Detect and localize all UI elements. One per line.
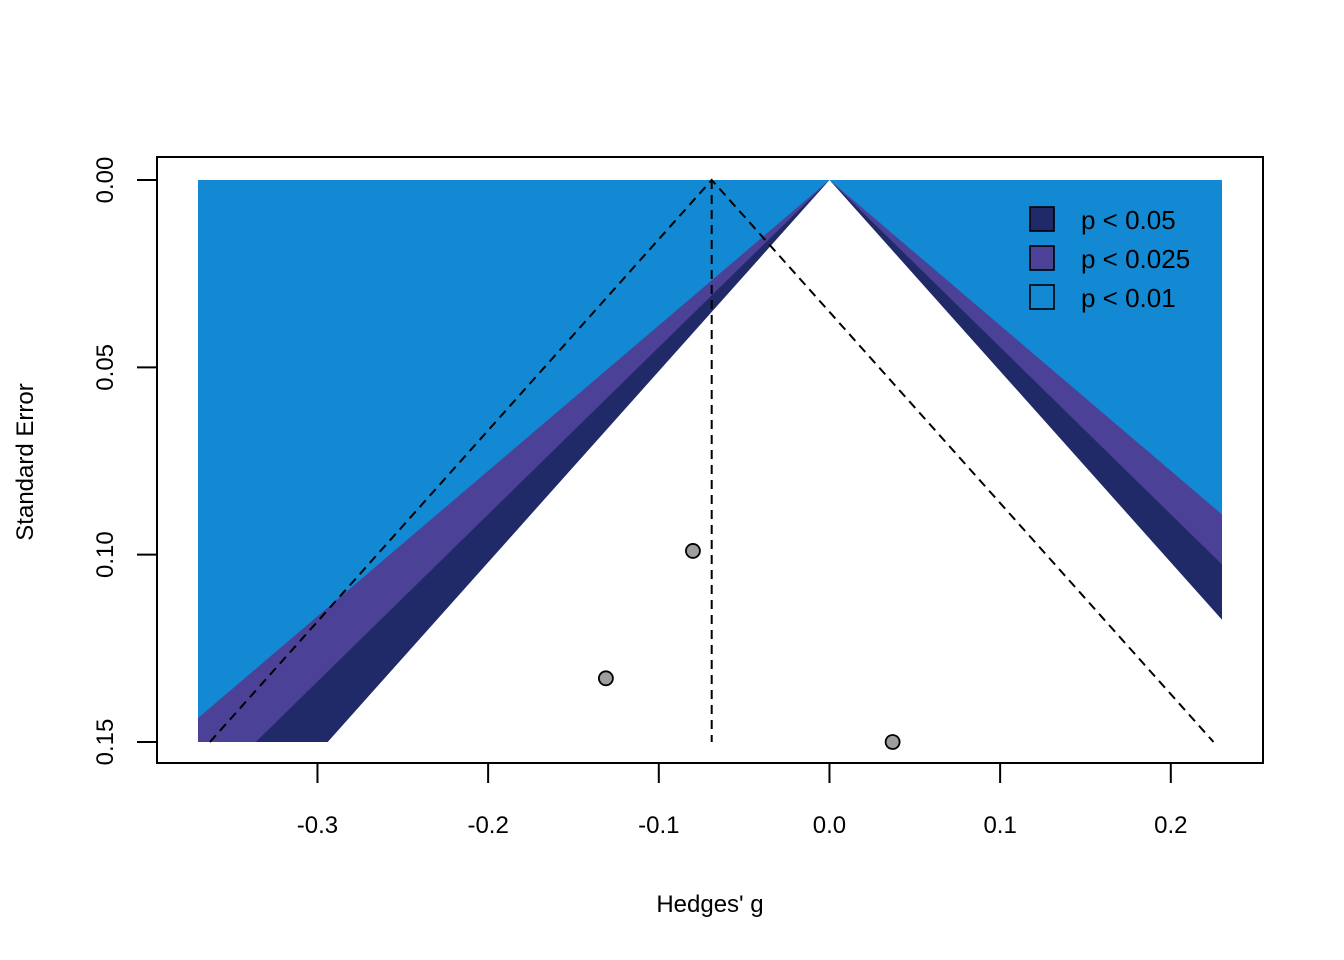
y-axis-label: Standard Error xyxy=(12,383,39,540)
x-axis-label: Hedges' g xyxy=(656,891,763,918)
x-axis: -0.3 -0.2 -0.1 0.0 0.1 0.2 xyxy=(297,762,1187,839)
nonsignificant-region xyxy=(327,180,1222,742)
legend-swatch xyxy=(1029,206,1055,232)
y-tick-label: 0.10 xyxy=(92,531,119,578)
reference-lines xyxy=(209,178,1215,743)
legend-label: p < 0.05 xyxy=(1081,205,1176,235)
contour-regions xyxy=(198,180,1223,742)
study-point-2 xyxy=(597,670,614,687)
legend-swatch xyxy=(1029,284,1055,310)
study-points xyxy=(597,543,901,750)
y-tick-label: 0.05 xyxy=(92,344,119,391)
study-point-3 xyxy=(884,734,901,750)
y-tick-label: 0.15 xyxy=(92,719,119,766)
x-tick-label: 0.0 xyxy=(813,812,846,839)
y-tick-label: 0.00 xyxy=(92,157,119,204)
legend-swatch xyxy=(1029,245,1055,271)
pseudo-ci-lines xyxy=(209,178,1215,743)
legend-label: p < 0.025 xyxy=(1081,244,1190,274)
x-tick-label: -0.3 xyxy=(297,812,338,839)
legend: p < 0.05 p < 0.025 p < 0.01 xyxy=(1029,205,1190,313)
x-tick-label: 0.1 xyxy=(983,812,1016,839)
x-tick-label: -0.2 xyxy=(467,812,508,839)
study-point-1 xyxy=(685,543,701,559)
y-axis: 0.00 0.05 0.10 0.15 xyxy=(92,157,158,766)
x-tick-label: 0.2 xyxy=(1154,812,1187,839)
x-tick-label: -0.1 xyxy=(638,812,679,839)
legend-label: p < 0.01 xyxy=(1081,283,1176,313)
